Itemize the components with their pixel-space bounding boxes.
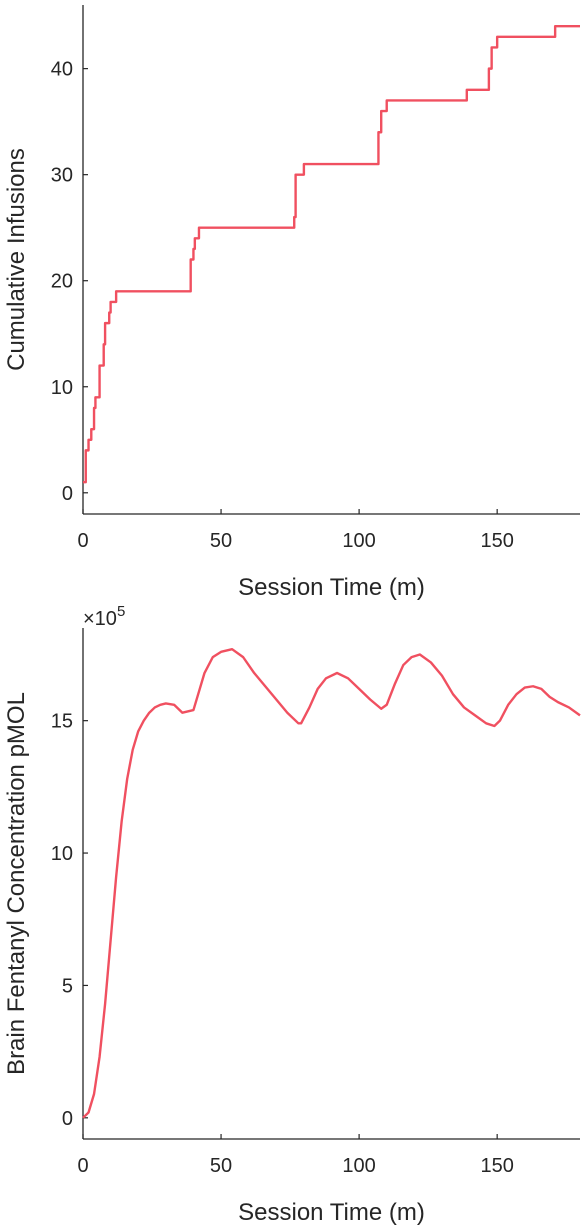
- x-axis-title: Session Time (m): [238, 1199, 425, 1226]
- x-tick-label: 0: [77, 1155, 88, 1177]
- x-axis-title: Session Time (m): [238, 574, 425, 601]
- y-tick-label: 40: [51, 59, 73, 81]
- x-tick-label: 0: [77, 530, 88, 552]
- y-scale-multiplier: ×105: [83, 603, 125, 630]
- y-scale-exponent: 5: [117, 603, 125, 620]
- series-line: [83, 25, 580, 484]
- x-tick-label: 100: [342, 530, 375, 552]
- x-tick-label: 50: [210, 1155, 232, 1177]
- y-tick-label: 15: [51, 711, 73, 733]
- y-tick-label: 5: [62, 975, 73, 997]
- y-tick-label: 20: [51, 271, 73, 293]
- y-axis-title: Cumulative Infusions: [3, 148, 30, 371]
- y-tick-label: 10: [51, 377, 73, 399]
- x-tick-label: 150: [480, 1155, 513, 1177]
- brain-concentration-chart: 0 50 100 150 0 5 10 15 Session Time (m) Brain Fen…: [3, 603, 581, 1226]
- y-tick-label: 30: [51, 165, 73, 187]
- y-tick-label: 0: [62, 483, 73, 505]
- y-tick-label: 0: [62, 1108, 73, 1130]
- y-tick-label: 10: [51, 843, 73, 865]
- y-scale-base: ×10: [83, 608, 117, 630]
- x-tick-label: 100: [342, 1155, 375, 1177]
- cumulative-infusions-chart: 0 50 100 150 0 10 20 30 40 Session Time (m) Cumula…: [3, 5, 580, 601]
- x-tick-label: 50: [210, 530, 232, 552]
- y-axis-title: Brain Fentanyl Concentration pMOL: [3, 692, 30, 1075]
- x-tick-label: 150: [480, 530, 513, 552]
- series-line: [82, 647, 581, 1119]
